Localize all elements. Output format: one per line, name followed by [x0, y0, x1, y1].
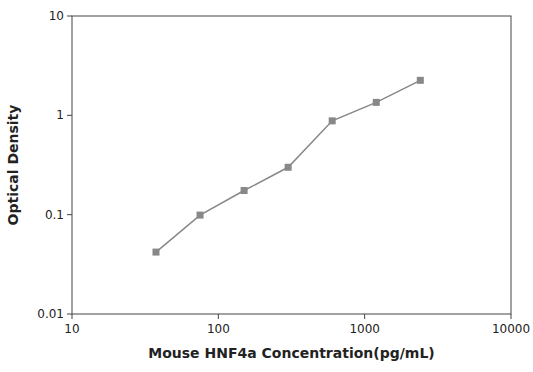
x-tick-label: 10	[64, 322, 79, 336]
data-point	[417, 77, 424, 84]
x-tick-label: 100	[207, 322, 230, 336]
x-axis-label: Mouse HNF4a Concentration(pg/mL)	[148, 345, 434, 361]
y-tick-label: 10	[49, 9, 64, 23]
data-point	[285, 164, 292, 171]
x-tick-label: 10000	[492, 322, 530, 336]
x-tick	[511, 314, 512, 319]
y-tick	[67, 214, 72, 215]
x-tick	[218, 314, 219, 319]
data-point	[152, 249, 159, 256]
plot-area	[152, 77, 423, 256]
chart-container: 10 100 1000 10000 0.01 0.1 1 10 Mouse HNF4a Conc…	[0, 0, 533, 372]
chart: 10 100 1000 10000 0.01 0.1 1 10 Mouse HNF4a Conc…	[0, 0, 533, 372]
y-tick	[67, 115, 72, 116]
y-tick-label: 0.01	[37, 307, 64, 321]
data-point	[373, 99, 380, 106]
y-tick-label: 1	[56, 108, 64, 122]
x-tick	[364, 314, 365, 319]
data-point	[197, 212, 204, 219]
data-line	[156, 80, 420, 252]
plot-frame	[72, 16, 511, 314]
data-point	[329, 117, 336, 124]
y-tick	[67, 314, 72, 315]
y-tick	[67, 16, 72, 17]
y-tick-label: 0.1	[45, 208, 64, 222]
y-axis-label: Optical Density	[5, 105, 21, 226]
x-tick	[72, 314, 73, 319]
data-point	[241, 187, 248, 194]
x-tick-label: 1000	[349, 322, 380, 336]
